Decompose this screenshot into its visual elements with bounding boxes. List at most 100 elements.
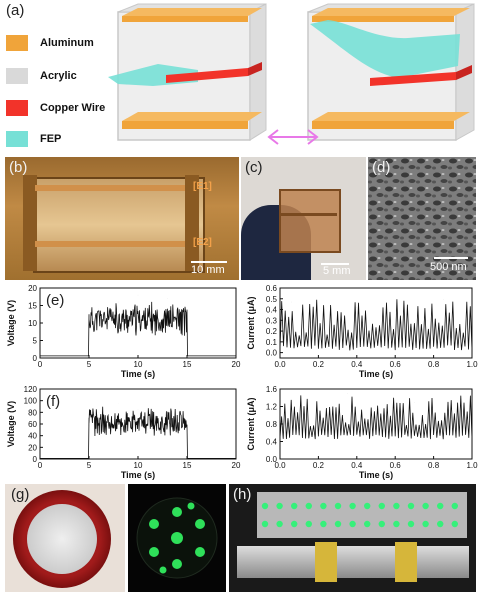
y-tick-label: 1.2 bbox=[266, 403, 278, 412]
double-arrow-icon bbox=[267, 129, 319, 145]
chart-e-current: 0.0 0.2 0.4 0.6 0.8 1.00.00.10.20.30.40.50.6T… bbox=[246, 284, 478, 379]
y-tick-label: 0.4 bbox=[266, 438, 278, 447]
plot-frame bbox=[279, 287, 473, 359]
y-tick-label: 0.2 bbox=[266, 327, 278, 336]
y-tick-label: 20 bbox=[28, 443, 37, 452]
acrylic-swatch bbox=[6, 68, 28, 84]
tape-left bbox=[315, 542, 337, 582]
panel-label-e: (e) bbox=[46, 292, 65, 309]
panel-c-photo: (c) 5 mm bbox=[241, 157, 366, 280]
x-tick-label: 15 bbox=[183, 360, 192, 369]
series-line bbox=[279, 395, 473, 440]
y-tick-label: 0.1 bbox=[266, 338, 278, 347]
x-tick-label: 0.0 bbox=[274, 360, 286, 369]
panel-label-h: (h) bbox=[233, 486, 252, 503]
x-tick-label: 0.6 bbox=[390, 360, 402, 369]
legend-label-fep: FEP bbox=[40, 133, 62, 145]
led-light bbox=[305, 520, 312, 528]
y-tick-label: 40 bbox=[28, 432, 37, 441]
scale-bar-c bbox=[321, 263, 349, 265]
led-light bbox=[407, 502, 415, 510]
plot-frame bbox=[39, 287, 237, 359]
y-tick-label: 0.0 bbox=[266, 455, 278, 464]
breadboard bbox=[257, 492, 467, 538]
device-diagram-bent bbox=[307, 3, 475, 141]
flashlight-reflector bbox=[27, 504, 97, 574]
y-tick-label: 20 bbox=[28, 284, 37, 293]
y-axis-title: Voltage (V) bbox=[6, 401, 16, 447]
y-tick-label: 0 bbox=[33, 354, 38, 363]
panel-label-a: (a) bbox=[6, 2, 25, 19]
y-tick-label: 0 bbox=[33, 455, 38, 464]
led-light bbox=[437, 520, 444, 528]
legend-item-fep: FEP bbox=[6, 130, 61, 148]
led-light bbox=[393, 502, 400, 510]
legend-label-copper: Copper Wire bbox=[40, 102, 106, 114]
copper-swatch bbox=[6, 100, 28, 116]
series-line bbox=[279, 299, 473, 351]
electrode-top-b bbox=[35, 185, 185, 191]
panel-label-d: (d) bbox=[372, 159, 391, 176]
y-tick-label: 60 bbox=[28, 420, 37, 429]
x-tick-label: 5 bbox=[87, 360, 92, 369]
x-tick-label: 1.0 bbox=[466, 360, 478, 369]
x-tick-label: 0.0 bbox=[274, 461, 286, 470]
y-tick-label: 100 bbox=[24, 397, 38, 406]
x-tick-label: 10 bbox=[134, 360, 143, 369]
x-tick-label: 5 bbox=[87, 461, 92, 470]
led-light bbox=[334, 520, 342, 528]
led-light bbox=[422, 502, 429, 510]
panel-a: (a) Aluminum Acrylic Copper Wire FEP bbox=[0, 0, 480, 155]
led-light bbox=[261, 520, 269, 528]
scale-label-c: 5 mm bbox=[323, 265, 351, 277]
legend-item-acrylic: Acrylic bbox=[6, 67, 77, 85]
x-tick-label: 0.4 bbox=[351, 461, 363, 470]
panel-label-f: (f) bbox=[46, 393, 61, 410]
x-axis-title: Time (s) bbox=[121, 369, 155, 379]
led-light bbox=[364, 520, 371, 528]
led-light bbox=[378, 520, 385, 528]
x-tick-label: 0.2 bbox=[313, 461, 325, 470]
x-tick-label: 20 bbox=[232, 360, 241, 369]
device-array bbox=[237, 546, 469, 578]
led-light bbox=[276, 520, 283, 528]
y-tick-label: 0.0 bbox=[266, 349, 278, 358]
electrode-bottom-b bbox=[35, 241, 185, 247]
x-tick-label: 20 bbox=[232, 461, 241, 470]
x-tick-label: 0.6 bbox=[390, 461, 402, 470]
x-tick-label: 0 bbox=[38, 360, 43, 369]
y-tick-label: 0.6 bbox=[266, 284, 278, 293]
panel-g-photo-lit-off: (g) bbox=[5, 484, 125, 592]
led-light bbox=[451, 520, 458, 528]
electrode-label-e1: [E1] bbox=[193, 181, 212, 192]
clamp-left bbox=[23, 175, 37, 271]
device-diagram-flat bbox=[108, 3, 267, 141]
chart-e-voltage: 0 5 10 15 20 0 5 10 15 20 Time (s) Voltage (V) bbox=[6, 284, 241, 379]
x-tick-label: 1.0 bbox=[466, 461, 478, 470]
y-axis-title: Current (μA) bbox=[246, 397, 256, 450]
led-light bbox=[364, 502, 371, 510]
led-light bbox=[320, 520, 327, 528]
x-tick-label: 0.8 bbox=[428, 461, 440, 470]
plot-frame bbox=[279, 388, 473, 460]
y-tick-label: 120 bbox=[24, 385, 38, 394]
y-tick-label: 0.3 bbox=[266, 316, 278, 325]
led-light bbox=[378, 502, 385, 510]
led-light bbox=[320, 502, 327, 510]
fep-swatch bbox=[6, 131, 28, 147]
led-light bbox=[393, 520, 400, 528]
x-tick-label: 10 bbox=[134, 461, 143, 470]
chart-f-current: 0.0 0.2 0.4 0.6 0.8 1.0 0.0 0.4 0.8 1.2 1.6 Time (s… bbox=[246, 385, 478, 480]
panel-label-b: (b) bbox=[9, 159, 28, 176]
series-line bbox=[40, 406, 236, 459]
x-tick-label: 0.8 bbox=[428, 360, 440, 369]
led-light bbox=[305, 502, 312, 510]
x-tick-label: 0 bbox=[38, 461, 43, 470]
aluminum-swatch bbox=[6, 35, 28, 51]
y-axis-title: Current (μA) bbox=[246, 296, 256, 349]
panel-d-sem: (d) 500 nm bbox=[368, 157, 476, 280]
led-light bbox=[422, 520, 429, 528]
panel-b-photo: (b) [E1] [E2] 10 mm bbox=[5, 157, 239, 280]
x-axis-title: Time (s) bbox=[359, 470, 393, 480]
x-tick-label: 0.2 bbox=[313, 360, 325, 369]
